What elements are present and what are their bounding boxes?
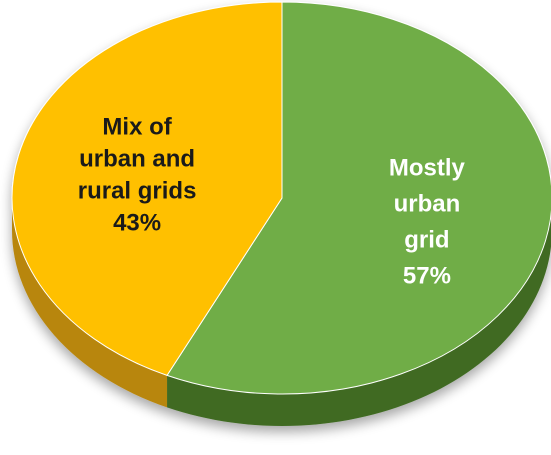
label-group: Mostly urban grid 57% Mix of urban and rural g… xyxy=(78,114,466,290)
pie-slice-side-1 xyxy=(12,198,168,408)
pie-slice-side-0 xyxy=(167,214,551,426)
slice-label-line: rural grids xyxy=(78,178,197,205)
slice-label-line: grid xyxy=(404,227,449,254)
slice-label-line: Mix of xyxy=(102,114,172,141)
slice-label-1: Mix of urban and rural grids 43% xyxy=(78,114,197,237)
pie-slice-0 xyxy=(166,1,551,395)
slice-label-line: urban and xyxy=(79,146,195,173)
slice-label-line: 43% xyxy=(113,210,161,237)
slice-label-line: Mostly xyxy=(389,155,466,182)
pie-group xyxy=(11,1,551,426)
pie-slice-1 xyxy=(11,1,283,376)
slice-label-0: Mostly urban grid 57% xyxy=(389,155,466,290)
slice-label-line: 57% xyxy=(403,263,451,290)
slice-label-line: urban xyxy=(394,191,461,218)
